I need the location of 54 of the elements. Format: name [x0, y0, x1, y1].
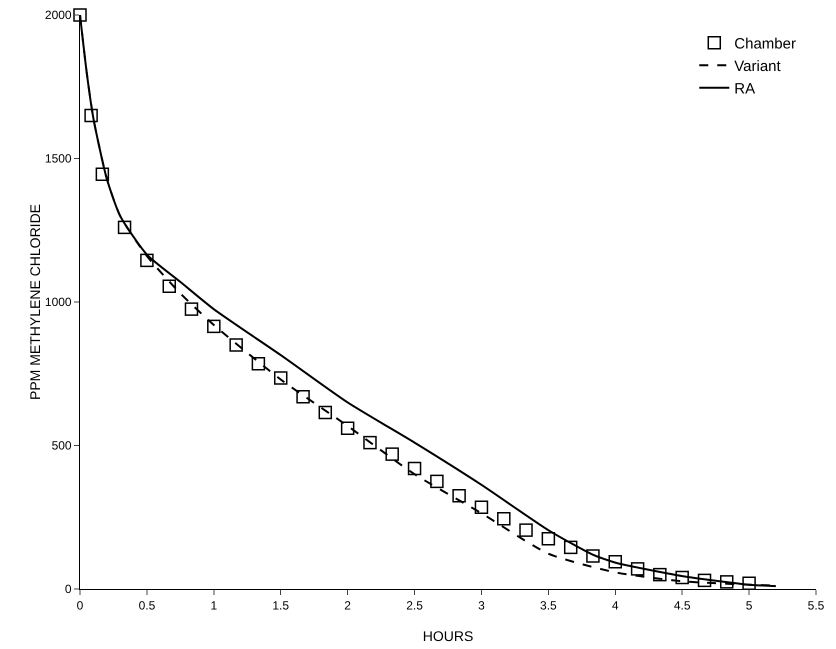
x-tick-label: 5	[746, 598, 753, 612]
point	[653, 568, 667, 582]
y-tick-label: 2000	[44, 8, 72, 22]
x-tick-label: 4.5	[674, 598, 691, 612]
x-tick-label: 2	[344, 598, 352, 612]
point	[742, 576, 756, 590]
x-axis-title: HOURS	[422, 628, 474, 644]
point	[497, 512, 511, 526]
point	[720, 575, 734, 589]
x-tick-label: 0	[76, 598, 84, 612]
x-tick-label: 1.5	[272, 598, 290, 612]
point	[96, 168, 110, 182]
y-tick-label: 1000	[44, 295, 72, 310]
point	[73, 8, 87, 22]
y-axis-title: PPM METHYLENE CHLORIDE	[26, 204, 43, 400]
point	[118, 220, 132, 234]
legend-label: Variant	[734, 58, 782, 76]
x-tick-label: 4	[612, 598, 619, 612]
legend-label: RA	[734, 80, 756, 98]
point	[698, 574, 712, 588]
point	[140, 254, 154, 268]
x-tick-label: 5.5	[808, 598, 825, 612]
point	[340, 422, 354, 436]
point	[519, 523, 533, 537]
point	[184, 302, 198, 316]
x-tick-label: 3	[478, 598, 486, 612]
y-tick-label: 0	[64, 582, 72, 596]
y-tick-label: 500	[52, 438, 72, 453]
point	[229, 338, 243, 352]
point	[207, 320, 221, 334]
point	[452, 488, 466, 502]
point	[542, 532, 556, 546]
point	[252, 356, 266, 370]
legend-label: Chamber	[734, 36, 796, 53]
point	[274, 371, 288, 385]
x-tick-label: 1	[210, 598, 218, 612]
point	[474, 500, 488, 514]
point	[586, 549, 600, 563]
point	[318, 406, 332, 420]
point	[630, 562, 644, 576]
point	[430, 474, 444, 488]
point	[385, 447, 399, 461]
x-tick-label: 2.5	[406, 598, 424, 612]
point	[162, 279, 176, 293]
point	[363, 436, 377, 450]
point	[564, 540, 578, 554]
x-tick-label: 3.5	[540, 598, 558, 612]
point	[84, 108, 98, 122]
x-tick-label: 0.5	[138, 598, 156, 612]
y-tick-label: 1500	[44, 152, 72, 166]
point	[296, 390, 310, 404]
point	[608, 554, 622, 568]
point	[675, 570, 689, 584]
point	[408, 462, 422, 476]
